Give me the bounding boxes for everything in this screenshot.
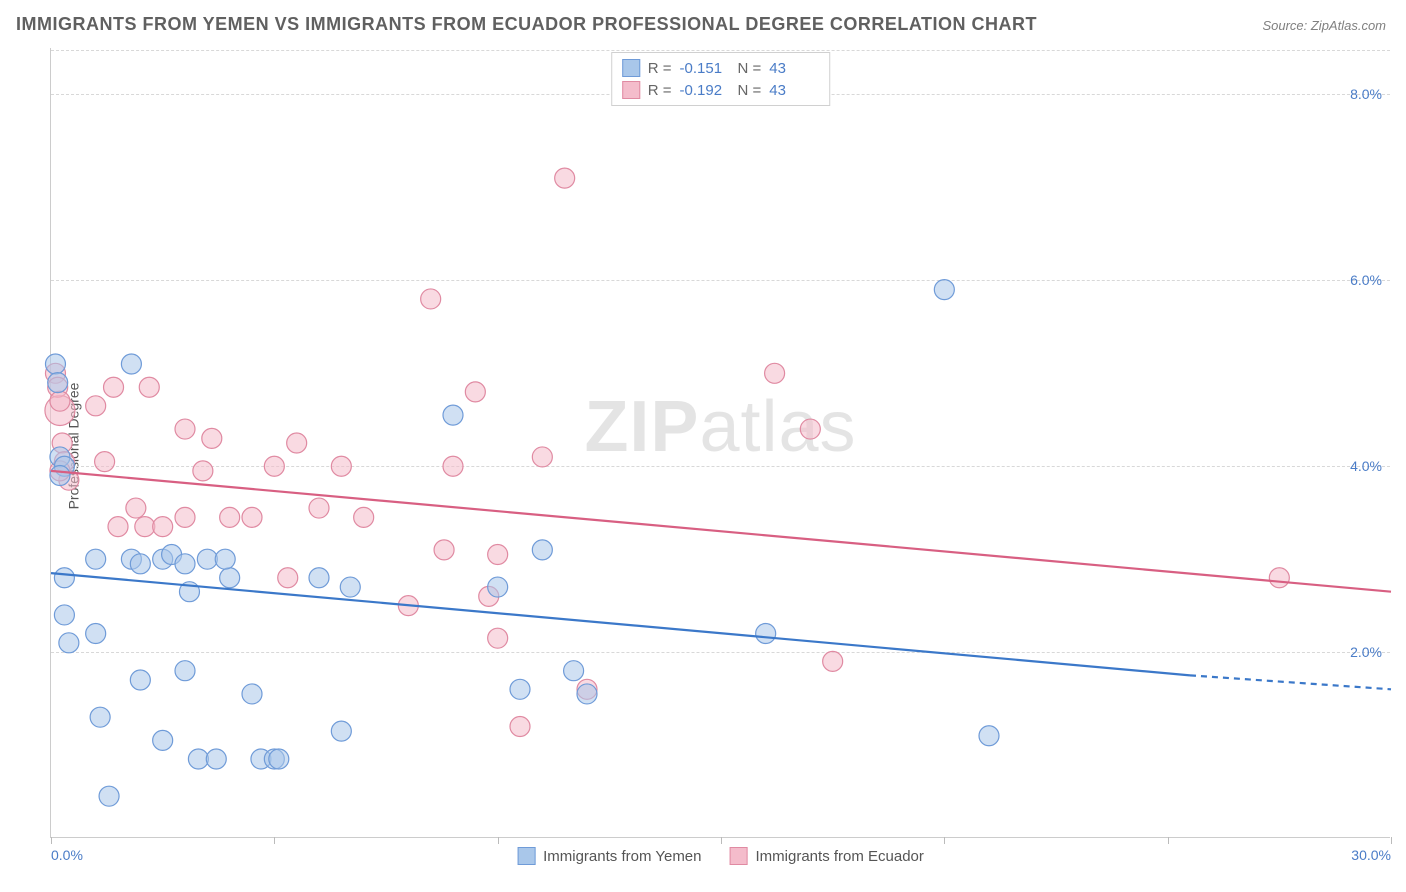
source-attribution: Source: ZipAtlas.com bbox=[1262, 18, 1386, 33]
scatter-point bbox=[175, 507, 195, 527]
scatter-point bbox=[215, 549, 235, 569]
stats-row-2: R = -0.192 N = 43 bbox=[622, 79, 820, 101]
x-tick bbox=[274, 837, 275, 844]
legend-label: Immigrants from Ecuador bbox=[756, 848, 924, 865]
x-tick bbox=[1391, 837, 1392, 844]
scatter-point bbox=[555, 168, 575, 188]
x-tick bbox=[51, 837, 52, 844]
scatter-point bbox=[488, 628, 508, 648]
scatter-point bbox=[264, 456, 284, 476]
scatter-point bbox=[86, 549, 106, 569]
scatter-point bbox=[756, 624, 776, 644]
scatter-point bbox=[130, 554, 150, 574]
scatter-point bbox=[800, 419, 820, 439]
x-tick-label: 0.0% bbox=[51, 847, 83, 863]
scatter-point bbox=[823, 651, 843, 671]
scatter-point bbox=[465, 382, 485, 402]
scatter-point bbox=[443, 405, 463, 425]
scatter-point bbox=[309, 568, 329, 588]
scatter-point bbox=[50, 391, 70, 411]
scatter-point bbox=[564, 661, 584, 681]
scatter-point bbox=[206, 749, 226, 769]
scatter-point bbox=[188, 749, 208, 769]
scatter-point bbox=[354, 507, 374, 527]
scatter-point bbox=[510, 716, 530, 736]
scatter-point bbox=[287, 433, 307, 453]
scatter-svg bbox=[51, 48, 1390, 837]
scatter-point bbox=[242, 684, 262, 704]
scatter-point bbox=[421, 289, 441, 309]
scatter-point bbox=[331, 456, 351, 476]
legend-item-series2: Immigrants from Ecuador bbox=[730, 847, 924, 865]
scatter-point bbox=[934, 280, 954, 300]
x-tick bbox=[1168, 837, 1169, 844]
scatter-point bbox=[979, 726, 999, 746]
stats-box: R = -0.151 N = 43 R = -0.192 N = 43 bbox=[611, 52, 831, 106]
scatter-point bbox=[220, 568, 240, 588]
legend-swatch-series2-icon bbox=[622, 81, 640, 99]
scatter-point bbox=[175, 554, 195, 574]
legend-swatch-icon bbox=[517, 847, 535, 865]
scatter-point bbox=[50, 466, 70, 486]
scatter-point bbox=[153, 730, 173, 750]
scatter-point bbox=[126, 498, 146, 518]
legend-item-series1: Immigrants from Yemen bbox=[517, 847, 701, 865]
scatter-point bbox=[153, 517, 173, 537]
scatter-point bbox=[45, 354, 65, 374]
scatter-point bbox=[86, 624, 106, 644]
scatter-point bbox=[510, 679, 530, 699]
legend-swatch-series1-icon bbox=[622, 59, 640, 77]
scatter-point bbox=[488, 545, 508, 565]
plot-area: ZIPatlas 2.0%4.0%6.0%8.0% 0.0%30.0% R = … bbox=[50, 48, 1390, 838]
scatter-point bbox=[139, 377, 159, 397]
scatter-point bbox=[242, 507, 262, 527]
scatter-point bbox=[135, 517, 155, 537]
x-tick bbox=[944, 837, 945, 844]
scatter-point bbox=[48, 373, 68, 393]
scatter-point bbox=[54, 568, 74, 588]
trend-line bbox=[51, 573, 1190, 675]
scatter-point bbox=[309, 498, 329, 518]
scatter-point bbox=[577, 684, 597, 704]
legend-label: Immigrants from Yemen bbox=[543, 848, 701, 865]
legend-swatch-icon bbox=[730, 847, 748, 865]
x-tick bbox=[721, 837, 722, 844]
scatter-point bbox=[197, 549, 217, 569]
stats-row-1: R = -0.151 N = 43 bbox=[622, 57, 820, 79]
scatter-point bbox=[86, 396, 106, 416]
scatter-point bbox=[59, 633, 79, 653]
trend-line bbox=[1190, 675, 1391, 689]
scatter-point bbox=[54, 605, 74, 625]
scatter-point bbox=[108, 517, 128, 537]
scatter-point bbox=[1269, 568, 1289, 588]
scatter-point bbox=[175, 419, 195, 439]
legend: Immigrants from Yemen Immigrants from Ec… bbox=[517, 847, 924, 865]
scatter-point bbox=[532, 540, 552, 560]
scatter-point bbox=[331, 721, 351, 741]
x-tick-label: 30.0% bbox=[1351, 847, 1391, 863]
scatter-point bbox=[220, 507, 240, 527]
scatter-point bbox=[340, 577, 360, 597]
scatter-point bbox=[202, 428, 222, 448]
scatter-point bbox=[99, 786, 119, 806]
scatter-point bbox=[90, 707, 110, 727]
trend-line bbox=[51, 471, 1391, 592]
scatter-point bbox=[269, 749, 289, 769]
scatter-point bbox=[434, 540, 454, 560]
scatter-point bbox=[278, 568, 298, 588]
scatter-point bbox=[175, 661, 195, 681]
scatter-point bbox=[95, 452, 115, 472]
scatter-point bbox=[193, 461, 213, 481]
scatter-point bbox=[443, 456, 463, 476]
x-tick bbox=[498, 837, 499, 844]
scatter-point bbox=[488, 577, 508, 597]
chart-title: IMMIGRANTS FROM YEMEN VS IMMIGRANTS FROM… bbox=[16, 14, 1037, 35]
scatter-point bbox=[765, 363, 785, 383]
scatter-point bbox=[121, 354, 141, 374]
scatter-point bbox=[532, 447, 552, 467]
scatter-point bbox=[104, 377, 124, 397]
scatter-point bbox=[130, 670, 150, 690]
